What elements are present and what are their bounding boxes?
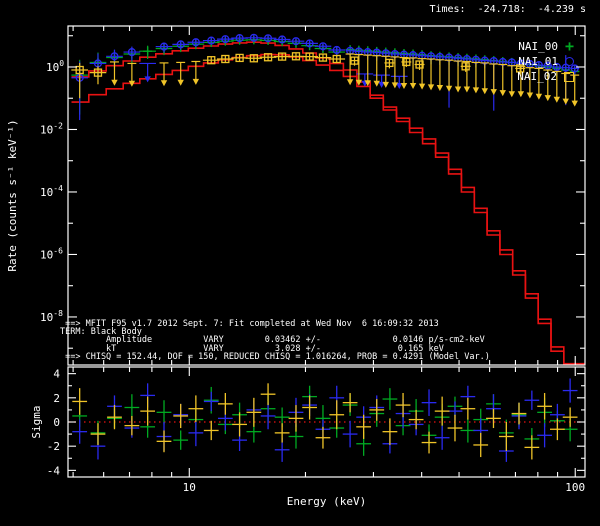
legend-label-nai00: NAI_00 [518, 40, 558, 53]
residuals-panel [69, 378, 584, 462]
series-nai_02 [71, 52, 580, 107]
upper-limit-arrow-icon [535, 93, 543, 100]
upper-limit-arrow-icon [364, 80, 371, 87]
upper-limit-arrow-icon [508, 91, 516, 98]
y-tick-label-10e-2: 10-2 [40, 121, 63, 136]
upper-limit-arrow-icon [160, 80, 168, 87]
upper-limit-arrow-icon [409, 83, 417, 90]
x-tick-label-10: 10 [183, 481, 196, 494]
upper-limit-arrow-icon [436, 85, 444, 92]
upper-limit-arrow-icon [472, 87, 480, 94]
circle-icon [565, 57, 574, 66]
sigma-tick-label: -2 [47, 440, 60, 453]
upper-limit-arrow-icon [378, 81, 385, 88]
fit-chisq-line: ==> CHISQ = 152.44, DOF = 150, REDUCED C… [60, 351, 490, 362]
upper-limit-arrow-icon [490, 89, 497, 96]
plus-icon: + [564, 37, 574, 55]
upper-limit-arrow-icon [553, 96, 561, 103]
y-axis-label-sub: Sigma [30, 405, 43, 438]
upper-limit-arrow-icon [355, 79, 363, 86]
y-tick-label-10e0: 100 [46, 59, 64, 74]
fit-term-line: TERM: Black Body [60, 327, 142, 338]
main-panel-frame [67, 25, 586, 366]
sigma-tick-label: 4 [53, 368, 60, 381]
upper-limit-arrow-icon [111, 79, 118, 86]
upper-limit-arrow-icon [481, 88, 488, 95]
upper-limit-arrow-icon [499, 90, 506, 97]
fit-info-block: ==> MFIT F95 v1.7 2012 Sept. 7: Fit comp… [60, 319, 490, 362]
upper-limit-arrow-icon [526, 92, 534, 99]
fit-status-line: ==> MFIT F95 v1.7 2012 Sept. 7: Fit comp… [60, 319, 439, 329]
upper-limit-arrow-icon [346, 79, 354, 86]
model-step-line [71, 53, 565, 365]
fit-kt-line: kT VARY 3.028 +/- 0.165 keV [60, 343, 444, 354]
legend-item-nai01: NAI_01 [517, 54, 574, 69]
upper-limit-arrow-icon [391, 82, 399, 89]
sigma-tick-label: 0 [53, 416, 60, 429]
upper-limit-arrow-icon [463, 86, 471, 93]
times-label: Times: -24.718: -4.239 s [429, 4, 586, 15]
fit-amplitude-line: Amplitude VARY 0.03462 +/- 0.0146 p/s-cm… [60, 335, 485, 346]
sigma-tick-label: 2 [53, 392, 60, 405]
upper-limit-arrow-icon [517, 91, 525, 98]
upper-limit-arrow-icon [454, 86, 462, 93]
upper-limit-arrow-icon [571, 100, 578, 107]
upper-limit-arrow-icon [562, 98, 569, 105]
upper-limit-arrow-icon [128, 80, 136, 87]
residuals-nai_02 [72, 383, 578, 460]
upper-limit-arrow-icon [418, 83, 426, 90]
model-histograms [71, 41, 585, 365]
legend-label-nai01: NAI_01 [518, 55, 558, 68]
upper-limit-arrow-icon [445, 85, 453, 92]
y-tick-label-10e-4: 10-4 [40, 184, 63, 199]
upper-limit-arrow-icon [373, 80, 380, 87]
upper-limit-arrow-icon [177, 79, 184, 86]
upper-limit-arrow-icon [396, 83, 403, 90]
upper-limit-arrow-icon [144, 76, 151, 83]
upper-limit-arrow-icon [382, 81, 390, 88]
upper-limit-arrow-icon [544, 95, 551, 102]
x-axis-label: Energy (keV) [287, 495, 366, 508]
legend-item-nai02: NAI_02 [517, 69, 574, 84]
square-icon [564, 71, 574, 82]
upper-limit-arrow-icon [192, 78, 200, 85]
y-axis-label-main: Rate (counts s⁻¹ keV⁻¹) [6, 119, 19, 271]
upper-limit-arrow-icon [400, 83, 408, 90]
y-tick-label-10e-6: 10-6 [40, 246, 63, 261]
sigma-tick-label: -4 [47, 464, 61, 477]
axis-ticks [68, 26, 585, 477]
model-step-line [71, 41, 585, 365]
x-tick-label-100: 100 [565, 481, 585, 494]
legend: NAI_00 + NAI_01 NAI_02 [517, 39, 574, 84]
legend-label-nai02: NAI_02 [517, 70, 557, 83]
residual-panel-frame [67, 366, 586, 478]
upper-limit-arrow-icon [427, 84, 435, 91]
legend-item-nai00: NAI_00 + [517, 39, 574, 54]
